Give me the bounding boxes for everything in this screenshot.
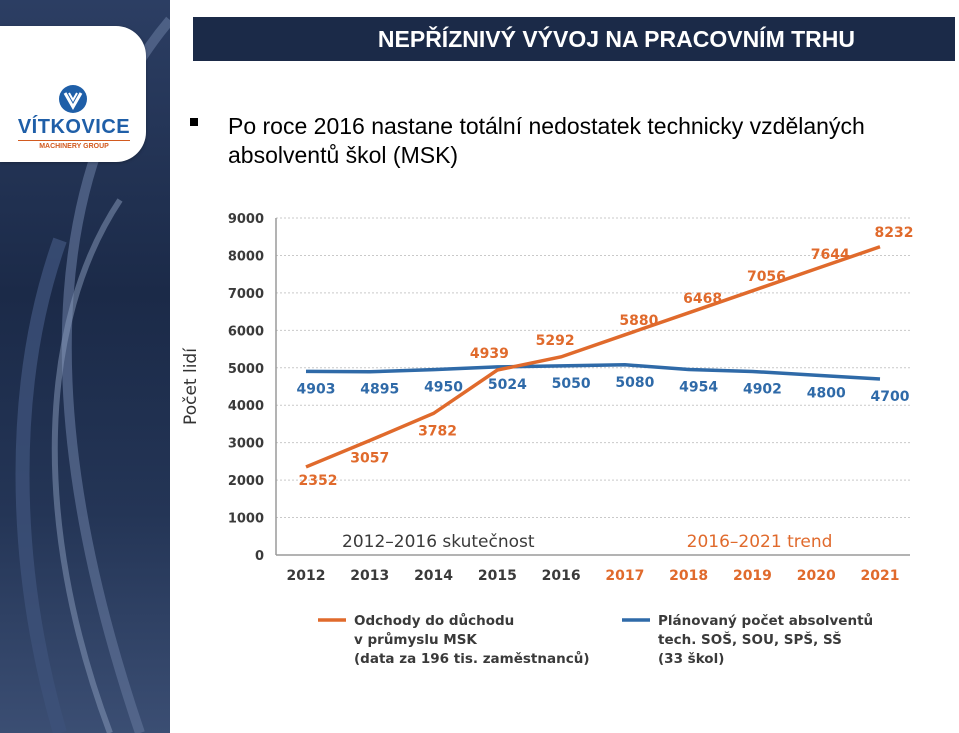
series-line-odchody [305,245,881,469]
y-tick-label: 4000 [228,399,264,414]
data-label-odchody: 5292 [536,333,575,349]
square-bullet-icon [190,118,198,126]
legend-text: (33 škol) [658,651,724,667]
y-tick-label: 5000 [228,362,264,377]
y-tick-label: 7000 [228,287,264,302]
data-label-absolventi: 4903 [297,381,336,397]
x-tick-label: 2014 [414,568,453,584]
annotation-actual: 2012–2016 skutečnost [342,532,535,552]
y-tick-label: 0 [255,549,264,564]
x-tick-label: 2019 [733,568,772,584]
data-label-absolventi: 4895 [360,382,399,398]
x-tick-label: 2012 [287,568,326,584]
data-label-absolventi: 5080 [615,375,654,391]
y-tick-label: 8000 [228,249,264,264]
logo-name: VÍTKOVICE [17,116,131,138]
x-tick-label: 2021 [861,568,900,584]
data-label-absolventi: 5024 [488,377,527,393]
y-tick-label: 1000 [228,512,264,527]
y-axis-label: Počet lidí [181,347,201,425]
data-label-absolventi: 4954 [679,380,718,396]
data-label-odchody: 3782 [418,423,457,439]
legend-text: Plánovaný počet absolventů [658,612,873,629]
data-label-odchody: 2352 [299,473,338,489]
vitkovice-logo-icon [59,85,87,113]
data-label-odchody: 3057 [350,451,389,467]
data-label-absolventi: 4700 [871,389,910,405]
x-tick-label: 2018 [669,568,708,584]
data-label-absolventi: 4902 [743,381,782,397]
legend-text: (data za 196 tis. zaměstnanců) [354,650,590,667]
bullet-text: Po roce 2016 nastane totální nedostatek … [228,113,865,168]
data-label-absolventi: 5050 [552,376,591,392]
page-title: NEPŘÍZNIVÝ VÝVOJ NA PRACOVNÍM TRHU [193,17,955,61]
data-label-odchody: 8232 [875,225,914,241]
y-tick-label: 9000 [228,212,264,227]
x-tick-label: 2015 [478,568,517,584]
data-label-odchody: 5880 [619,313,658,329]
data-label-absolventi: 4950 [424,380,463,396]
x-tick-label: 2016 [542,568,581,584]
annotation-trend: 2016–2021 trend [687,532,833,552]
x-tick-label: 2017 [605,568,644,584]
data-label-odchody: 7056 [747,269,786,285]
x-tick-label: 2013 [350,568,389,584]
legend-text: Odchody do důchodu [354,612,514,629]
data-label-odchody: 7644 [811,247,850,263]
legend-text: v průmyslu MSK [354,631,477,648]
x-tick-label: 2020 [797,568,836,584]
data-label-absolventi: 4800 [807,385,846,401]
legend-text: tech. SOŠ, SOU, SPŠ, SŠ [658,630,842,648]
logo-card: VÍTKOVICE MACHINERY GROUP [0,26,146,162]
y-tick-label: 6000 [228,324,264,339]
y-tick-label: 2000 [228,474,264,489]
logo-subtitle: MACHINERY GROUP [18,140,130,150]
data-label-odchody: 6468 [683,291,722,307]
data-label-odchody: 4939 [470,346,509,362]
line-chart: 0 1000 2000 3000 4000 5000 6000 7000 8000 9000 Poč… [181,212,914,667]
y-tick-label: 3000 [228,437,264,452]
series-line-absolventi [305,363,881,381]
